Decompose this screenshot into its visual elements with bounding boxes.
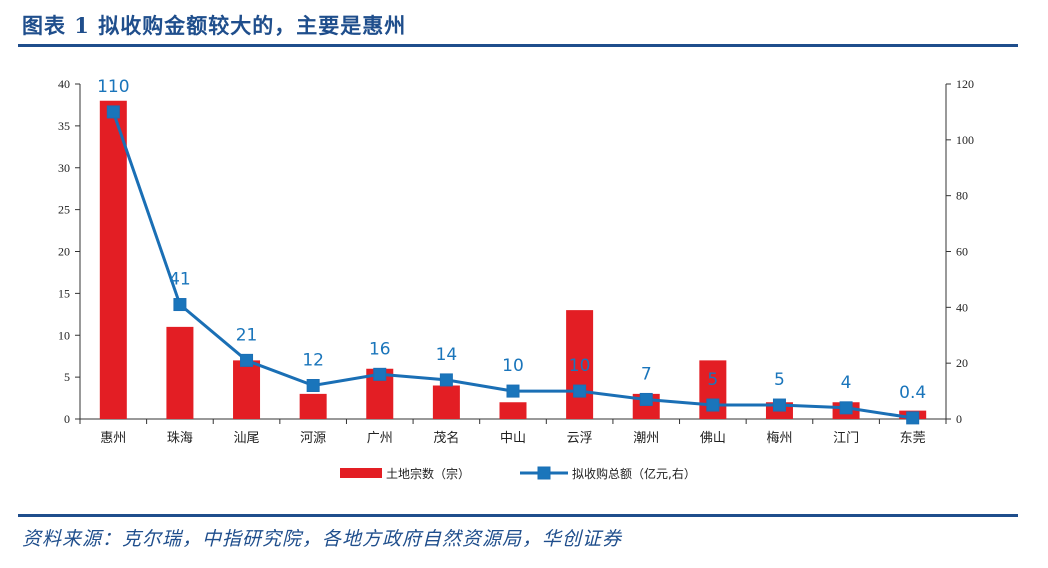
data-label: 41	[169, 270, 191, 290]
category-label: 惠州	[100, 431, 126, 446]
category-label: 河源	[300, 431, 326, 446]
data-label: 16	[369, 339, 391, 359]
category-label: 珠海	[167, 431, 193, 446]
left-tick-label: 20	[58, 245, 70, 259]
category-label: 中山	[500, 431, 526, 446]
line-marker	[839, 401, 853, 415]
category-label: 东莞	[900, 431, 926, 446]
data-label: 21	[236, 325, 258, 345]
bar-series	[99, 100, 927, 419]
bar	[233, 360, 261, 419]
right-tick-label: 40	[956, 300, 968, 314]
left-tick-label: 35	[58, 119, 70, 133]
line-marker	[373, 367, 387, 381]
category-label: 梅州	[766, 431, 792, 446]
data-label: 10	[569, 356, 591, 376]
footer-divider	[18, 514, 1018, 517]
left-tick-label: 0	[64, 412, 70, 426]
data-label: 4	[841, 373, 852, 393]
line-marker	[506, 384, 520, 398]
data-label: 0.4	[899, 383, 926, 403]
source-note: 资料来源：克尔瑞，中指研究院，各地方政府自然资源局，华创证券	[22, 528, 623, 550]
legend-line-marker	[537, 466, 551, 480]
left-tick-label: 10	[58, 328, 70, 342]
left-tick-label: 15	[58, 286, 70, 300]
bar	[432, 385, 460, 419]
legend-bar-swatch	[340, 468, 382, 478]
line-marker	[772, 398, 786, 412]
bar	[499, 402, 527, 419]
right-tick-label: 120	[956, 77, 974, 91]
right-tick-label: 20	[956, 356, 968, 370]
category-labels: 惠州 珠海 汕尾 河源 广州 茂名 中山 云浮 潮州 佛山 梅州 江门 东莞	[100, 430, 925, 446]
category-label: 云浮	[567, 431, 593, 446]
chart-title: 图表 1 拟收购金额较大的，主要是惠州	[22, 13, 407, 38]
data-label: 7	[641, 364, 652, 384]
chart-legend: 土地宗数（宗） 拟收购总额（亿元,右）	[340, 466, 696, 481]
line-marker	[906, 411, 920, 425]
data-label: 12	[302, 351, 324, 371]
line-marker	[706, 398, 720, 412]
category-label: 汕尾	[234, 431, 260, 446]
line-marker	[439, 373, 453, 387]
left-tick-label: 5	[64, 370, 70, 384]
category-label: 潮州	[633, 431, 659, 446]
right-tick-label: 100	[956, 133, 974, 147]
category-label: 佛山	[700, 431, 726, 446]
left-tick-label: 25	[58, 203, 70, 217]
right-tick-label: 0	[956, 412, 962, 426]
line-marker	[573, 384, 587, 398]
data-label: 14	[436, 345, 458, 365]
category-label: 茂名	[433, 430, 459, 446]
right-tick-label: 60	[956, 245, 968, 259]
left-tick-label: 30	[58, 161, 70, 175]
data-labels: 110 41 21 12 16 14 10 10 7 5 5 4 0.4	[97, 77, 926, 403]
bar	[566, 310, 594, 419]
right-tick-label: 80	[956, 189, 968, 203]
line-marker	[106, 105, 120, 119]
left-tick-label: 40	[58, 77, 70, 91]
line-series	[106, 105, 920, 425]
legend-line-label: 拟收购总额（亿元,右）	[572, 466, 696, 481]
line-marker	[639, 392, 653, 406]
line-marker	[240, 353, 254, 367]
data-label: 110	[97, 77, 129, 97]
data-label: 10	[502, 356, 524, 376]
bar	[99, 100, 127, 419]
data-label: 5	[774, 370, 785, 390]
title-divider	[18, 44, 1018, 47]
category-label: 广州	[367, 431, 393, 446]
chart-axes: 0 5 10 15 20 25 30 35 40 0 20 40 60 80 100 120	[58, 77, 974, 426]
data-label: 5	[707, 370, 718, 390]
line-marker	[306, 379, 320, 392]
legend-bar-label: 土地宗数（宗）	[386, 466, 470, 481]
bar	[299, 393, 327, 419]
line-marker	[173, 298, 187, 312]
category-label: 江门	[833, 431, 859, 446]
bar	[166, 326, 194, 419]
